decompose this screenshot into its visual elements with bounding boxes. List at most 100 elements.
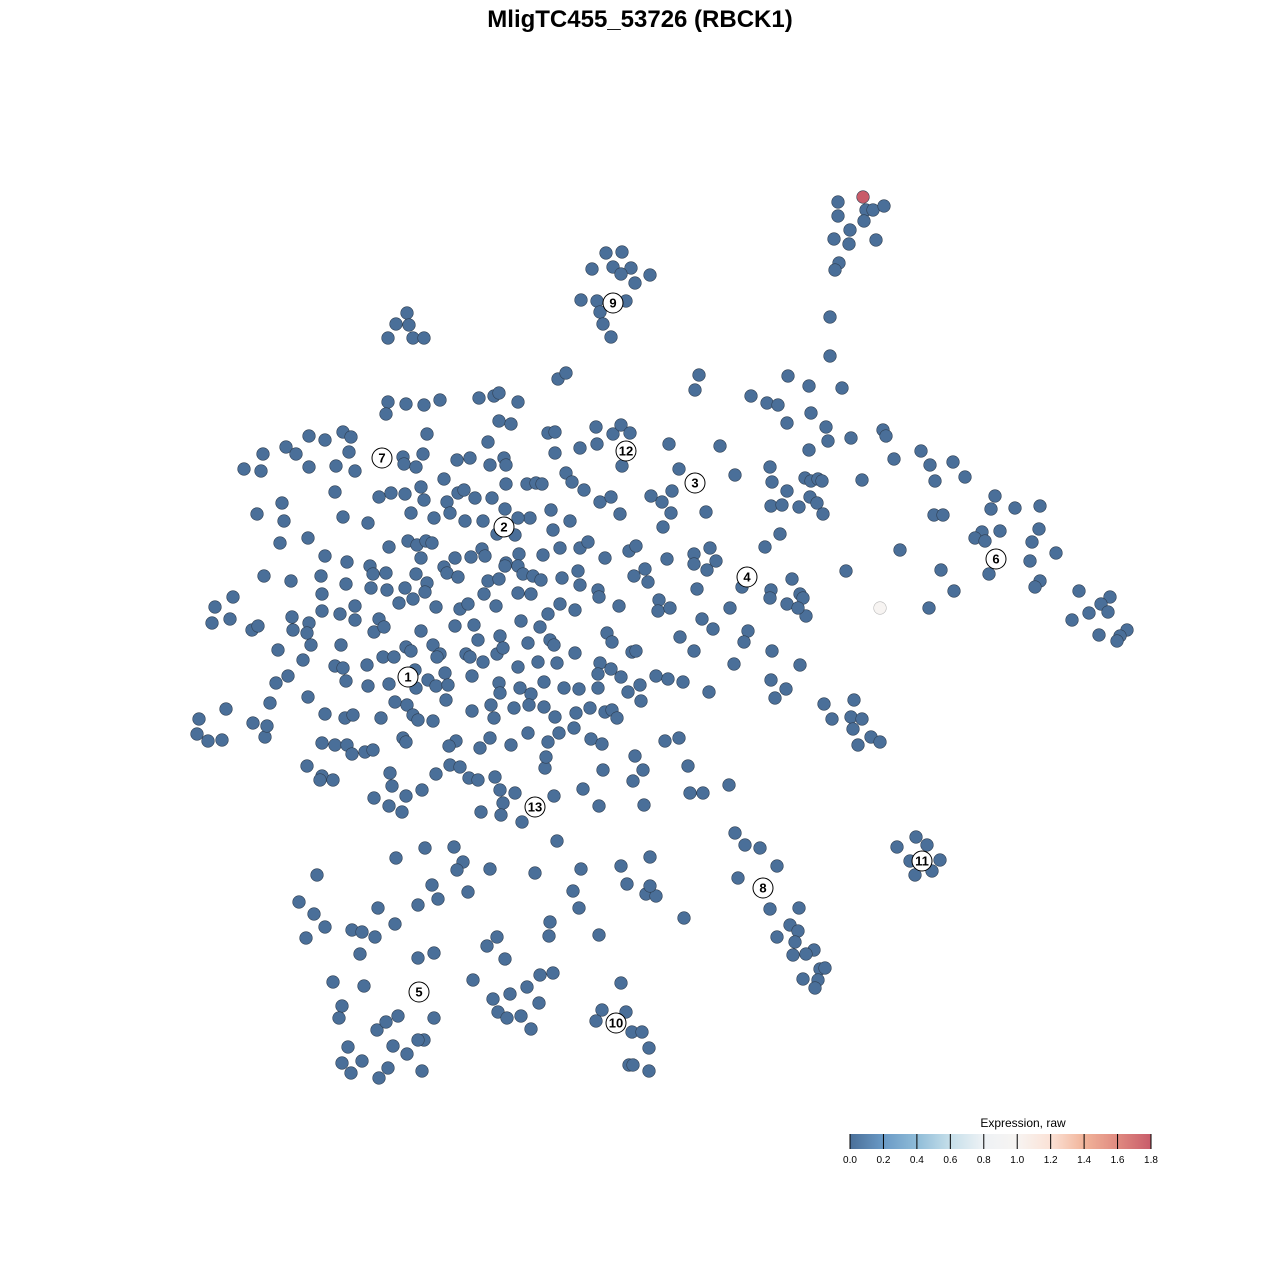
cell-point — [692, 368, 706, 382]
cell-point — [1028, 580, 1042, 594]
cell-point — [415, 783, 429, 797]
cell-point — [382, 799, 396, 813]
cell-point — [909, 830, 923, 844]
cell-point — [792, 500, 806, 514]
cell-point — [688, 383, 702, 397]
cell-point — [281, 669, 295, 683]
cell-point — [626, 1058, 640, 1072]
cell-point — [397, 457, 411, 471]
cell-point — [498, 502, 512, 516]
cell-point — [592, 928, 606, 942]
cell-point — [568, 646, 582, 660]
cell-point — [572, 682, 586, 696]
cell-point — [279, 440, 293, 454]
cell-point — [514, 1009, 528, 1023]
cell-point — [487, 711, 501, 725]
cell-point — [263, 696, 277, 710]
cell-point — [301, 690, 315, 704]
cell-point — [664, 506, 678, 520]
cell-point — [700, 563, 714, 577]
cell-point — [702, 685, 716, 699]
cell-point — [414, 480, 428, 494]
cell-point — [464, 550, 478, 564]
cell-point — [614, 418, 628, 432]
cell-point — [315, 604, 329, 618]
cell-point — [621, 685, 635, 699]
cell-point — [471, 773, 485, 787]
cell-point — [451, 570, 465, 584]
cell-point — [576, 782, 590, 796]
cell-point — [208, 600, 222, 614]
cell-point — [277, 514, 291, 528]
cell-point — [387, 650, 401, 664]
cell-point — [713, 439, 727, 453]
cluster-label-text: 9 — [609, 296, 616, 311]
cell-point — [380, 583, 394, 597]
cell-point — [371, 901, 385, 915]
cell-point — [605, 635, 619, 649]
cell-point — [448, 551, 462, 565]
cell-point — [958, 470, 972, 484]
cell-point — [439, 693, 453, 707]
cluster-label-badge — [911, 850, 933, 872]
chart-title: MligTC455_53726 (RBCK1) — [487, 6, 792, 33]
cluster-label-badge — [615, 440, 637, 462]
cell-point — [728, 468, 742, 482]
cell-point — [873, 735, 887, 749]
cluster-label-badge — [605, 1012, 627, 1034]
cell-point — [328, 485, 342, 499]
cell-point — [442, 739, 456, 753]
cell-point — [473, 741, 487, 755]
cell-point — [382, 540, 396, 554]
cell-point — [333, 607, 347, 621]
cell-point — [537, 675, 551, 689]
cell-point — [744, 389, 758, 403]
cell-point — [771, 398, 785, 412]
cell-point — [285, 610, 299, 624]
legend-colorbar — [850, 1134, 1151, 1149]
cell-point — [476, 514, 490, 528]
cell-point — [531, 655, 545, 669]
cell-point — [764, 673, 778, 687]
legend-tick-label: 0.4 — [910, 1155, 924, 1166]
cell-point — [591, 667, 605, 681]
cell-point — [520, 980, 534, 994]
cell-point — [673, 630, 687, 644]
cell-point — [383, 766, 397, 780]
cell-point — [722, 778, 736, 792]
cell-point — [780, 416, 794, 430]
cell-point — [542, 929, 556, 943]
cell-point — [683, 786, 697, 800]
cell-point — [1101, 605, 1115, 619]
cell-point — [1008, 501, 1022, 515]
cell-point — [1049, 546, 1063, 560]
cell-point — [741, 624, 755, 638]
cell-point — [429, 679, 443, 693]
legend-tick-label: 0.8 — [977, 1155, 991, 1166]
cell-point — [687, 557, 701, 571]
cell-point — [596, 317, 610, 331]
cell-point — [636, 763, 650, 777]
cell-point — [205, 616, 219, 630]
cell-point — [367, 791, 381, 805]
cell-point — [513, 681, 527, 695]
cluster-label-text: 8 — [759, 881, 766, 896]
cell-point — [793, 658, 807, 672]
cell-point — [381, 331, 395, 345]
cell-point — [521, 636, 535, 650]
cell-point — [723, 601, 737, 615]
cell-point — [649, 889, 663, 903]
cell-point — [190, 727, 204, 741]
cell-point — [543, 915, 557, 929]
cell-point — [649, 669, 663, 683]
cell-point — [629, 539, 643, 553]
cell-point — [699, 505, 713, 519]
cell-point — [496, 796, 510, 810]
cell-point — [547, 789, 561, 803]
cell-point — [340, 555, 354, 569]
cluster-label-text: 5 — [415, 985, 422, 1000]
cell-point — [370, 1023, 384, 1037]
cell-point — [855, 473, 869, 487]
cell-point — [201, 734, 215, 748]
